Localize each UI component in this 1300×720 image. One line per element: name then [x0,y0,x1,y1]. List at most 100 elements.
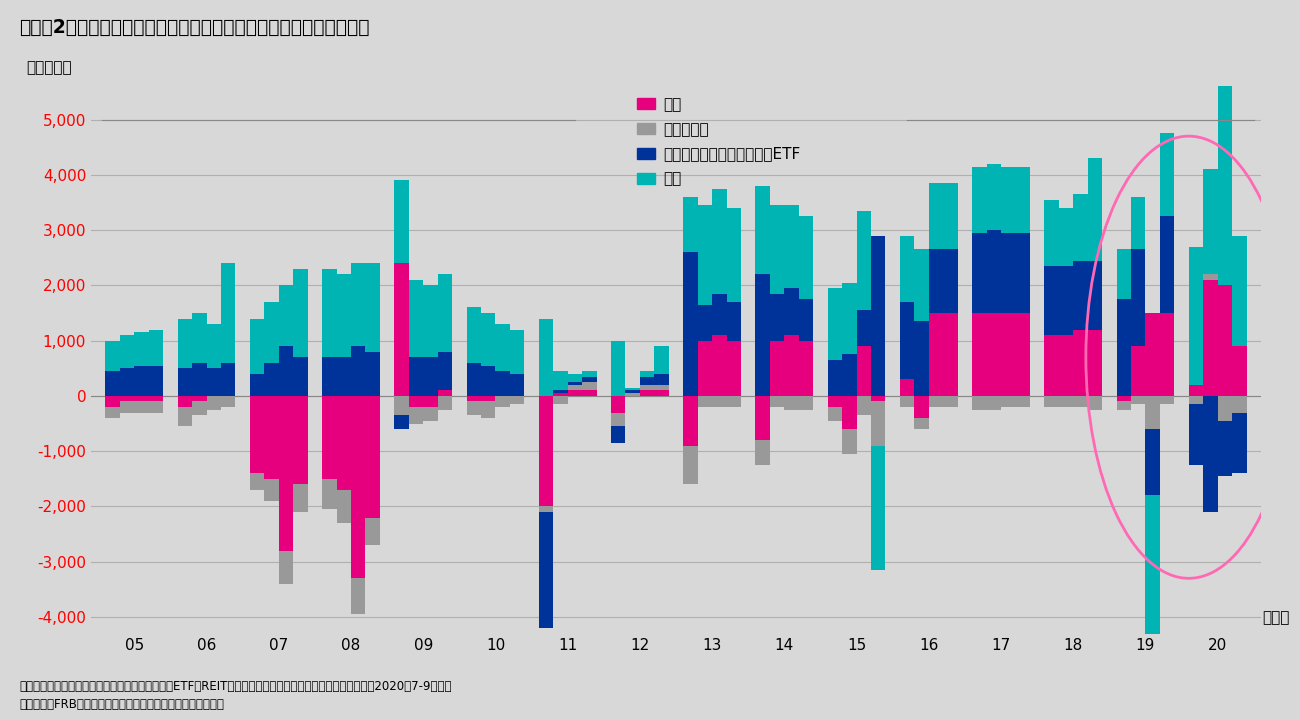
Bar [698,205,712,305]
Bar [1131,249,1145,346]
Bar [178,318,192,369]
Bar [755,274,770,396]
Bar [134,366,148,396]
Bar [625,393,640,396]
Bar [408,407,424,423]
Bar [1088,396,1102,410]
Bar [727,208,741,302]
Bar [640,385,654,390]
Bar [408,357,424,396]
Bar [972,313,987,396]
Bar [1044,396,1058,407]
Bar [365,351,380,396]
Bar [394,264,408,396]
Bar [120,335,134,369]
Bar [1058,266,1074,335]
Bar [264,396,278,479]
Bar [1145,495,1160,667]
Bar [408,396,424,407]
Bar [1188,385,1204,396]
Bar [684,197,698,252]
Bar [1001,396,1015,407]
Bar [1232,346,1247,396]
Bar [755,186,770,274]
Bar [944,249,958,313]
Bar [294,269,308,357]
Bar [351,264,365,346]
Bar [842,354,857,396]
Bar [900,235,914,302]
Bar [770,396,784,407]
Bar [221,264,235,363]
Bar [828,288,842,360]
Bar [408,280,424,357]
Bar [481,396,495,402]
Bar [684,252,698,396]
Bar [1131,197,1145,249]
Bar [712,294,727,335]
Bar [148,396,164,402]
Bar [582,382,597,390]
Bar [611,413,625,426]
Bar [134,396,148,402]
Bar [972,233,987,313]
Bar [424,357,438,396]
Bar [987,163,1001,230]
Bar [178,407,192,426]
Bar [1145,396,1160,429]
Bar [294,485,308,512]
Bar [1044,266,1058,335]
Bar [712,396,727,407]
Bar [654,390,668,396]
Bar [640,377,654,385]
Bar [712,189,727,294]
Bar [784,205,798,288]
Bar [1074,194,1088,261]
Bar [278,551,294,584]
Bar [1160,396,1174,404]
Bar [611,341,625,396]
Bar [798,216,814,300]
Bar [1188,396,1204,404]
Bar [770,294,784,341]
Bar [1131,346,1145,396]
Bar [842,429,857,454]
Bar [987,396,1001,410]
Bar [322,269,337,357]
Bar [192,363,207,396]
Bar [424,396,438,407]
Bar [1218,285,1232,396]
Bar [900,302,914,379]
Bar [928,313,944,396]
Bar [1188,404,1204,465]
Bar [857,396,871,415]
Bar [684,396,698,446]
Bar [178,396,192,407]
Bar [640,390,654,396]
Bar [900,379,914,396]
Bar [784,288,798,335]
Bar [987,230,1001,313]
Bar [105,371,120,396]
Bar [568,390,582,396]
Bar [1160,133,1174,216]
Bar [538,506,554,512]
Bar [322,396,337,479]
Bar [192,402,207,415]
Bar [755,396,770,440]
Bar [654,374,668,385]
Bar [337,274,351,357]
Bar [871,235,885,396]
Bar [1204,274,1218,280]
Bar [1058,396,1074,407]
Bar [264,479,278,501]
Bar [1117,402,1131,410]
Bar [914,249,928,321]
Bar [250,318,264,374]
Bar [510,374,524,396]
Bar [928,396,944,407]
Bar [278,346,294,396]
Text: （億ドル）: （億ドル） [27,60,73,76]
Bar [842,283,857,354]
Bar [770,205,784,294]
